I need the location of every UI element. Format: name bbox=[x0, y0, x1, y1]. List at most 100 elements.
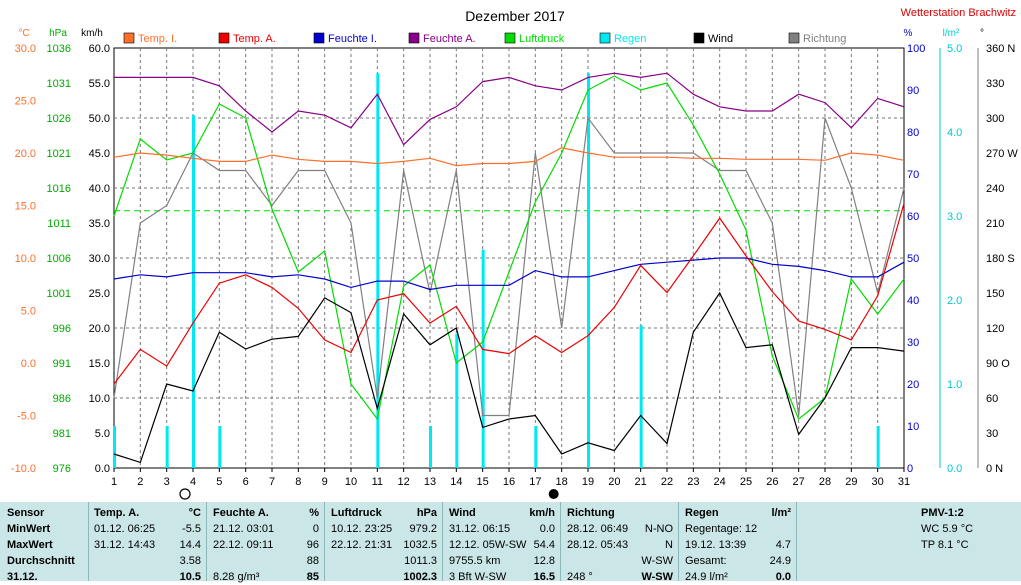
x-tick-label: 25 bbox=[740, 476, 752, 488]
footer-luftdruck: Luftdruck hPa 10.12. 23:25 979.2 22.12. 21… bbox=[324, 502, 443, 583]
legend-swatch bbox=[313, 32, 325, 44]
tick-direction: 240 bbox=[986, 183, 1004, 195]
tick-humidity: 70 bbox=[907, 169, 919, 181]
luftdruck-avg-value: 1011.3 bbox=[404, 555, 437, 567]
statistics-panel: Sensor MinWert MaxWert Durchschnitt 31.1… bbox=[0, 502, 1021, 583]
temp-a-today-value: 10.5 bbox=[179, 571, 201, 583]
tick-temp: 10.0 bbox=[15, 253, 36, 265]
tick-direction: 330 bbox=[986, 78, 1004, 90]
footer-feuchte-a: Feuchte A.% 21.12. 03:01 0 22.12. 09:11 96… bbox=[206, 502, 325, 583]
x-tick-label: 14 bbox=[450, 476, 462, 488]
sensor-title: Sensor bbox=[7, 507, 45, 519]
tick-pressure: 1016 bbox=[47, 183, 71, 195]
luftdruck-title: Luftdruck bbox=[331, 507, 382, 519]
tick-temp: -10.0 bbox=[11, 463, 36, 475]
pmv-tp: TP 8.1 °C bbox=[921, 539, 969, 551]
x-tick-label: 13 bbox=[424, 476, 436, 488]
tick-direction: 360 N bbox=[986, 43, 1015, 55]
rain-bar bbox=[587, 73, 590, 468]
tick-pressure: 1001 bbox=[47, 288, 71, 300]
x-tick-label: 21 bbox=[635, 476, 647, 488]
tick-temp: -5.0 bbox=[17, 411, 36, 423]
tick-pressure: 1011 bbox=[47, 218, 71, 230]
tick-pressure: 1031 bbox=[47, 78, 71, 90]
temp-a-unit: °C bbox=[188, 507, 201, 519]
x-tick-label: 19 bbox=[582, 476, 594, 488]
tick-humidity: 100 bbox=[907, 43, 925, 55]
tick-wind: 25.0 bbox=[89, 288, 110, 300]
unit-temp: °C bbox=[18, 28, 29, 39]
tick-wind: 20.0 bbox=[89, 323, 110, 335]
tick-rain: 1.0 bbox=[947, 379, 962, 391]
x-tick-label: 30 bbox=[872, 476, 884, 488]
tick-pressure: 1006 bbox=[47, 253, 71, 265]
tick-pressure: 991 bbox=[53, 358, 71, 370]
tick-humidity: 20 bbox=[907, 379, 919, 391]
richtung-degrees: 248 ° bbox=[567, 571, 593, 583]
tick-humidity: 0 bbox=[907, 463, 913, 475]
rain-bar bbox=[534, 426, 538, 468]
moon-markers bbox=[179, 488, 559, 500]
legend-swatch bbox=[218, 32, 230, 44]
tick-direction: 300 bbox=[986, 113, 1004, 125]
temp-a-min-value: -5.5 bbox=[182, 523, 201, 535]
regen-today-value: 0.0 bbox=[775, 571, 791, 583]
tick-humidity: 40 bbox=[907, 295, 919, 307]
legend-swatch bbox=[599, 32, 611, 44]
legend-label: Wind bbox=[708, 33, 733, 45]
tick-direction: 150 bbox=[986, 288, 1004, 300]
tick-temp: 30.0 bbox=[15, 43, 36, 55]
series-line-wind bbox=[113, 291, 905, 464]
x-tick-label: 8 bbox=[295, 476, 301, 488]
legend-swatch bbox=[408, 32, 420, 44]
tick-pressure: 986 bbox=[53, 393, 71, 405]
x-tick-label: 2 bbox=[137, 476, 143, 488]
footer-regen: Regen l/m² Regentage: 12 19.12. 13:39 4.7 … bbox=[678, 502, 797, 583]
temp-a-max-value: 14.4 bbox=[179, 539, 201, 551]
feuchte-a-min-time: 21.12. 03:01 bbox=[213, 523, 275, 535]
feuchte-a-max-value: 96 bbox=[306, 539, 319, 551]
legend-label: Richtung bbox=[803, 33, 846, 45]
tick-humidity: 90 bbox=[907, 85, 919, 97]
footer-sensor: Sensor MinWert MaxWert Durchschnitt 31.1… bbox=[0, 502, 88, 583]
tick-wind: 55.0 bbox=[89, 78, 110, 90]
luftdruck-max-value: 1032.5 bbox=[403, 539, 437, 551]
series-line-luftdruck bbox=[113, 75, 905, 421]
x-tick-label: 9 bbox=[322, 476, 328, 488]
tick-direction: 270 W bbox=[986, 148, 1018, 160]
tick-wind: 15.0 bbox=[89, 358, 110, 370]
regen-max-time: 19.12. 13:39 bbox=[685, 539, 747, 551]
x-tick-label: 5 bbox=[216, 476, 222, 488]
wind-max-time: 12.12. 05W-SW bbox=[449, 539, 527, 551]
rain-bar bbox=[376, 73, 380, 468]
tick-wind: 60.0 bbox=[89, 43, 110, 55]
tick-temp: 25.0 bbox=[15, 96, 36, 108]
x-tick-label: 23 bbox=[687, 476, 699, 488]
feuchte-a-abs: 8.28 g/m³ bbox=[213, 571, 260, 583]
pmv-wc: WC 5.9 °C bbox=[921, 523, 974, 535]
wind-min-time: 31.12. 06:15 bbox=[449, 523, 511, 535]
luftdruck-today-value: 1002.3 bbox=[403, 571, 437, 583]
richtung-min-time: 28.12. 06:49 bbox=[567, 523, 629, 535]
full-moon-icon bbox=[548, 489, 559, 499]
unit-rain: l/m² bbox=[943, 28, 960, 39]
x-tick-label: 26 bbox=[766, 476, 778, 488]
x-tick-label: 27 bbox=[793, 476, 805, 488]
rain-bar bbox=[113, 426, 116, 468]
row-label-today: 31.12. bbox=[7, 571, 38, 583]
tick-direction: 90 O bbox=[986, 358, 1010, 370]
tick-rain: 2.0 bbox=[947, 295, 962, 307]
regen-total-label: Gesamt: bbox=[685, 555, 727, 567]
tick-temp: 5.0 bbox=[21, 306, 36, 318]
tick-pressure: 996 bbox=[53, 323, 71, 335]
unit-pressure: hPa bbox=[49, 28, 67, 39]
tick-pressure: 1021 bbox=[47, 148, 71, 160]
x-tick-label: 15 bbox=[477, 476, 489, 488]
wind-unit: km/h bbox=[529, 507, 555, 519]
rain-bar bbox=[218, 426, 222, 468]
wind-distance: 9755.5 km bbox=[449, 555, 501, 567]
legend-label: Temp. A. bbox=[233, 33, 276, 45]
series-line-temp-i bbox=[113, 147, 905, 167]
tick-direction: 210 bbox=[986, 218, 1004, 230]
tick-humidity: 60 bbox=[907, 211, 919, 223]
